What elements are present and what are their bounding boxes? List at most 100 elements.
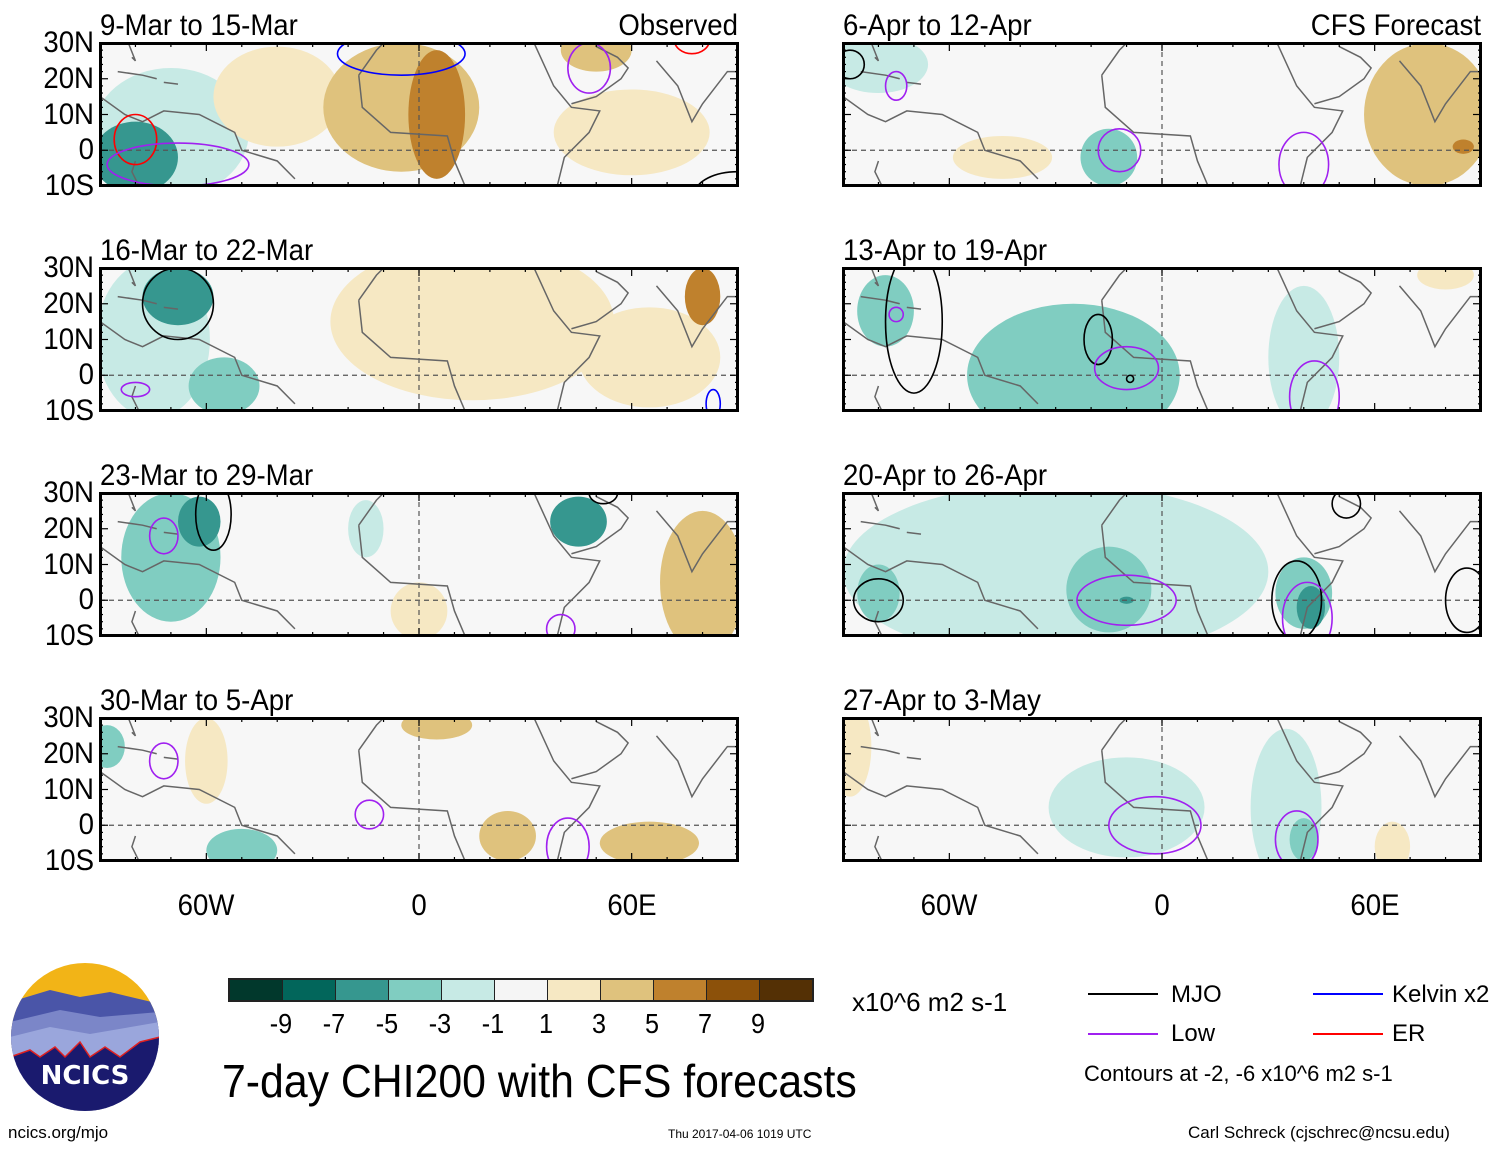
contour-low (354, 799, 385, 830)
coastline (127, 43, 137, 62)
anomaly-region (1364, 43, 1481, 186)
contour-low (1097, 128, 1142, 173)
coastline (1100, 525, 1209, 636)
lat-label: 30N (43, 701, 94, 734)
contour-low (148, 742, 179, 780)
anomaly-region (390, 582, 448, 636)
shading-layer (100, 43, 710, 186)
colorbar-swatch (760, 980, 812, 1000)
map-panel (843, 43, 1481, 186)
contour-mjo (588, 493, 619, 505)
coastline (843, 96, 1039, 180)
contour-mjo (852, 578, 905, 623)
contour-low (148, 517, 179, 555)
contour-low (1093, 345, 1160, 391)
lat-label: 10N (43, 97, 94, 131)
coastline (1276, 268, 1344, 411)
coastline (906, 531, 922, 535)
coastline (163, 756, 179, 760)
coastline (1276, 43, 1344, 186)
panel-title: 20-Apr to 26-Apr (843, 459, 1048, 492)
contour-low (1278, 131, 1330, 186)
coastline (1100, 300, 1209, 411)
shading-layer (100, 718, 699, 861)
contour-low (1281, 581, 1333, 636)
coastline (163, 81, 179, 85)
legend-line-kelvin (1313, 993, 1383, 995)
coastline (100, 96, 296, 180)
coastline (357, 525, 466, 636)
colorbar-tick-label: -5 (375, 1008, 399, 1039)
anomaly-region (1048, 757, 1205, 858)
coastline (571, 45, 630, 105)
coastline (357, 300, 466, 411)
anomaly-region (1268, 285, 1340, 411)
coastline (127, 268, 137, 287)
footer-url[interactable]: ncics.org/mjo (8, 1123, 109, 1142)
panel-title: 6-Apr to 12-Apr (843, 9, 1032, 42)
coastline (843, 771, 1039, 855)
anomaly-region (330, 268, 614, 401)
anomaly-region (578, 307, 721, 408)
coastline (874, 835, 883, 861)
anomaly-region (560, 43, 632, 72)
contour-low (1108, 795, 1202, 855)
anomaly-region (1080, 128, 1138, 186)
contour-mjo (1083, 313, 1114, 366)
lat-label: 20N (43, 736, 94, 770)
panel-column-tag: Observed (618, 9, 738, 42)
coastline (1314, 720, 1373, 780)
anomaly-region (857, 564, 900, 622)
legend-label-er: ER (1392, 1020, 1426, 1047)
contour-low (545, 817, 590, 861)
coastline (655, 60, 738, 124)
anomaly-region (188, 357, 260, 411)
colorbar-tick-label: 1 (538, 1008, 554, 1039)
ncics-logo: NCICS (10, 962, 160, 1112)
coastline (874, 385, 883, 411)
contour-mjo (1331, 493, 1362, 519)
shading-layer (843, 718, 1411, 861)
coastline (1101, 268, 1128, 301)
coastline (571, 720, 630, 780)
panel-title: 23-Mar to 29-Mar (100, 459, 314, 492)
anomaly-region (1289, 818, 1318, 861)
legend-note: Contours at -2, -6 x10^6 m2 s-1 (1084, 1061, 1393, 1086)
legend-line-mjo (1088, 993, 1158, 995)
colorbar-tick-label: -1 (481, 1008, 505, 1039)
coastline (1276, 718, 1344, 861)
lat-label: 10S (44, 619, 94, 652)
contour-mjo (1444, 567, 1481, 634)
anomaly-region (843, 718, 872, 797)
anomaly-region (843, 493, 1269, 636)
colorbar-tick-label: 5 (644, 1008, 660, 1039)
legend-label-low: Low (1171, 1020, 1216, 1047)
coastline (1398, 510, 1481, 574)
coastline (1101, 43, 1128, 76)
lon-label: 60W (920, 889, 978, 922)
colorbar-swatch (230, 980, 283, 1000)
logo-text: NCICS (41, 1061, 130, 1091)
lat-label: 20N (43, 511, 94, 545)
shading-layer (843, 493, 1333, 636)
coastline (533, 718, 601, 861)
panel-title: 16-Mar to 22-Mar (100, 234, 314, 267)
map-panel (843, 268, 1481, 411)
colorbar-swatch (336, 980, 389, 1000)
contour-mjo (141, 268, 215, 341)
coastline (860, 520, 900, 530)
lat-label: 0 (78, 583, 94, 617)
coastline (874, 160, 883, 186)
coastline (843, 546, 1039, 630)
coastline (571, 495, 630, 555)
lat-label: 0 (78, 808, 94, 842)
contour-low (120, 381, 151, 398)
anomaly-region (1066, 546, 1152, 633)
lon-label: 60E (1350, 889, 1400, 922)
coastline (131, 835, 140, 861)
colorbar-tick-label: 9 (750, 1008, 766, 1039)
lat-label: 20N (43, 286, 94, 320)
contour-low (106, 142, 250, 186)
coastline (533, 268, 601, 411)
contour-low (888, 306, 905, 323)
